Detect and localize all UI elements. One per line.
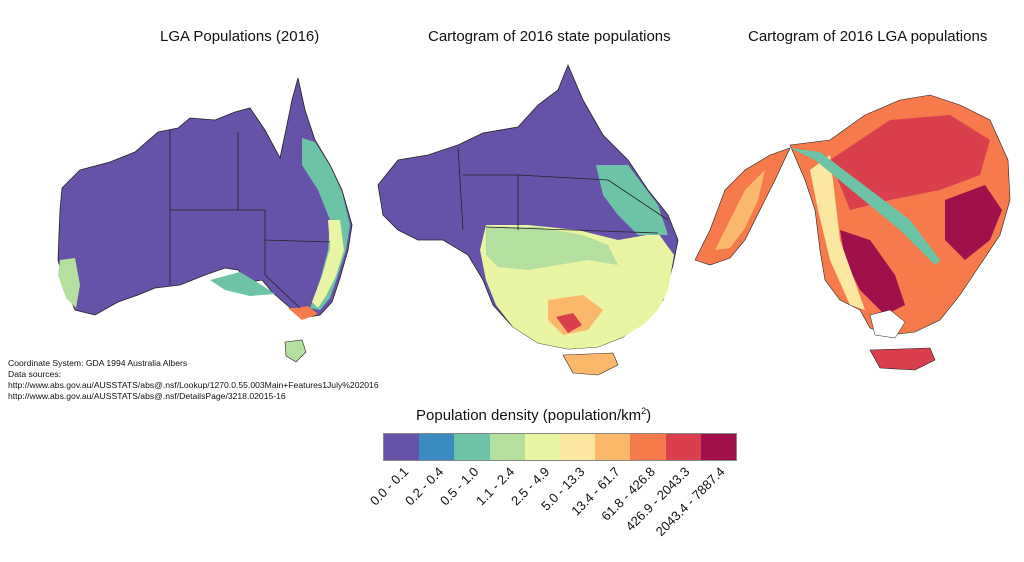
lga-cartogram-teal-spine <box>790 148 940 265</box>
legend-swatch-3 <box>454 434 490 460</box>
map-title-lga-cartogram: Cartogram of 2016 LGA populations <box>748 28 988 45</box>
lga-cartogram-red-fan <box>830 115 990 210</box>
data-source-link-1[interactable]: http://www.abs.gov.au/AUSSTATS/abs@.nsf/… <box>8 380 379 390</box>
legend-label-3: 0.5 - 1.0 <box>437 464 482 509</box>
cartogram-red-patch <box>556 313 582 333</box>
coordinate-system-text: Coordinate System: GDA 1994 Australia Al… <box>8 358 188 368</box>
lga-cartogram-dark-core-1 <box>840 230 905 315</box>
legend-swatch-5 <box>524 434 561 460</box>
cartogram-teal-band <box>596 165 668 235</box>
cartogram-orange-patch <box>548 295 603 335</box>
legend-label-4: 1.1 - 2.4 <box>472 464 517 509</box>
legend-title-close: ) <box>646 407 652 424</box>
mainland-shape <box>57 77 353 319</box>
legend-swatch-9 <box>665 434 701 460</box>
legend-swatch-4 <box>489 434 525 460</box>
legend-title-superscript: 2 <box>641 406 647 416</box>
lga-cartogram-west-inner <box>715 170 765 250</box>
legend-swatch-1 <box>384 434 420 460</box>
map-title-lga-populations: LGA Populations (2016) <box>160 28 320 45</box>
coastal-orange-southeast <box>288 306 318 320</box>
cartogram-green-band <box>486 227 618 270</box>
map-metadata: Coordinate System: GDA 1994 Australia Al… <box>8 358 379 402</box>
coastal-yellow-east <box>312 220 344 308</box>
coastal-green-south <box>210 272 275 296</box>
state-borders <box>169 130 331 309</box>
cartogram-state-borders <box>457 146 669 234</box>
legend-swatch-2 <box>419 434 455 460</box>
lga-cartogram-pale-bands <box>810 155 865 310</box>
state-population-cartogram <box>377 63 679 376</box>
legend-title: Population density (population/km2) <box>416 406 651 424</box>
cartogram-tasmania <box>562 352 619 376</box>
legend-swatch-10 <box>700 434 737 460</box>
data-sources-label: Data sources: <box>8 369 62 379</box>
legend-swatch-6 <box>560 434 596 460</box>
lga-cartogram-dark-core-2 <box>945 185 1002 260</box>
legend-swatch-8 <box>630 434 666 460</box>
legend-color-bar <box>383 433 737 461</box>
lga-cartogram-tasmania <box>869 347 936 371</box>
coastal-green-southwest <box>58 258 80 308</box>
legend-label-2: 0.2 - 0.4 <box>402 464 447 509</box>
legend-swatch-7 <box>595 434 631 460</box>
lga-population-cartogram <box>694 94 1011 371</box>
lga-cartogram-inner-hole <box>869 309 906 339</box>
australia-lga-map <box>57 77 353 363</box>
legend-label-1: 0.0 - 0.1 <box>366 464 412 509</box>
map-title-state-cartogram: Cartogram of 2016 state populations <box>428 28 671 45</box>
legend-title-text: Population density (population/km <box>416 407 642 424</box>
tasmania-shape <box>284 339 307 363</box>
legend-labels: 0.0 - 0.1 0.2 - 0.4 0.5 - 1.0 1.1 - 2.4 2.5 … <box>367 462 735 552</box>
data-source-link-2[interactable]: http://www.abs.gov.au/AUSSTATS/abs@.nsf/… <box>8 391 286 401</box>
